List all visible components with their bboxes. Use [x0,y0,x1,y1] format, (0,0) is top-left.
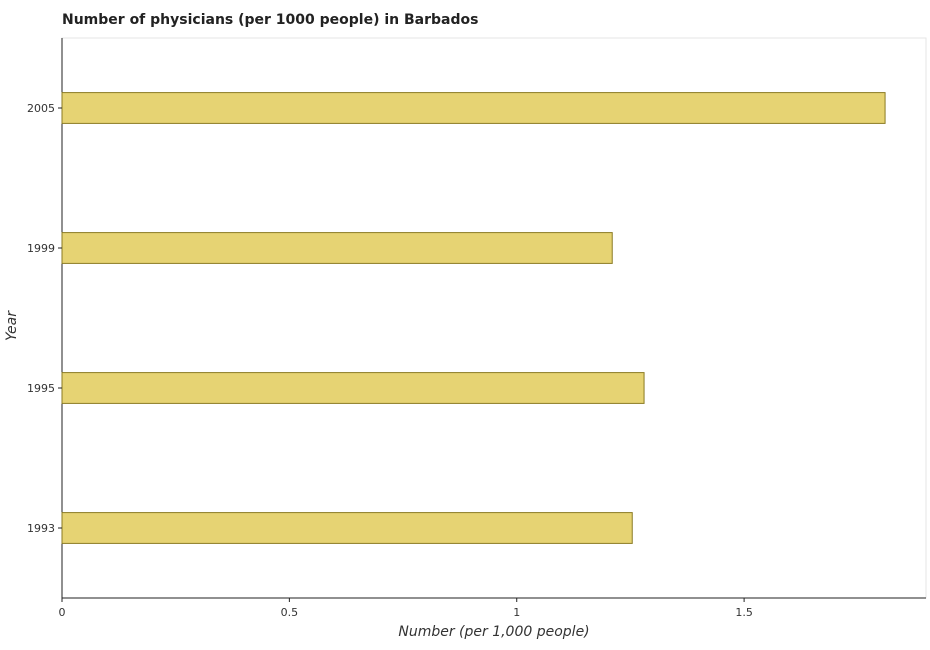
x-tick-label: 0.5 [281,606,299,619]
y-tick-label-1995: 1995 [27,382,55,395]
plot-frame [61,37,927,599]
bar-1995 [61,372,645,404]
bar-1993 [61,512,633,544]
x-tick-label: 1.5 [735,606,753,619]
chart-title: Number of physicians (per 1000 people) i… [62,12,478,28]
y-axis-label: Year [4,310,20,341]
x-tick-label: 1 [513,606,520,619]
bars-group [61,92,886,544]
y-tick-label-2005: 2005 [27,102,55,115]
bar-1999 [61,232,613,264]
y-axis-ticks: 1993 1995 1999 2005 [27,102,62,535]
y-tick-label-1999: 1999 [27,242,55,255]
x-axis-ticks: 0 0.5 1 1.5 [59,598,753,619]
bar-2005 [61,92,886,124]
x-tick-label: 0 [59,606,66,619]
x-axis-label: Number (per 1,000 people) [398,624,589,640]
y-tick-label-1993: 1993 [27,522,55,535]
